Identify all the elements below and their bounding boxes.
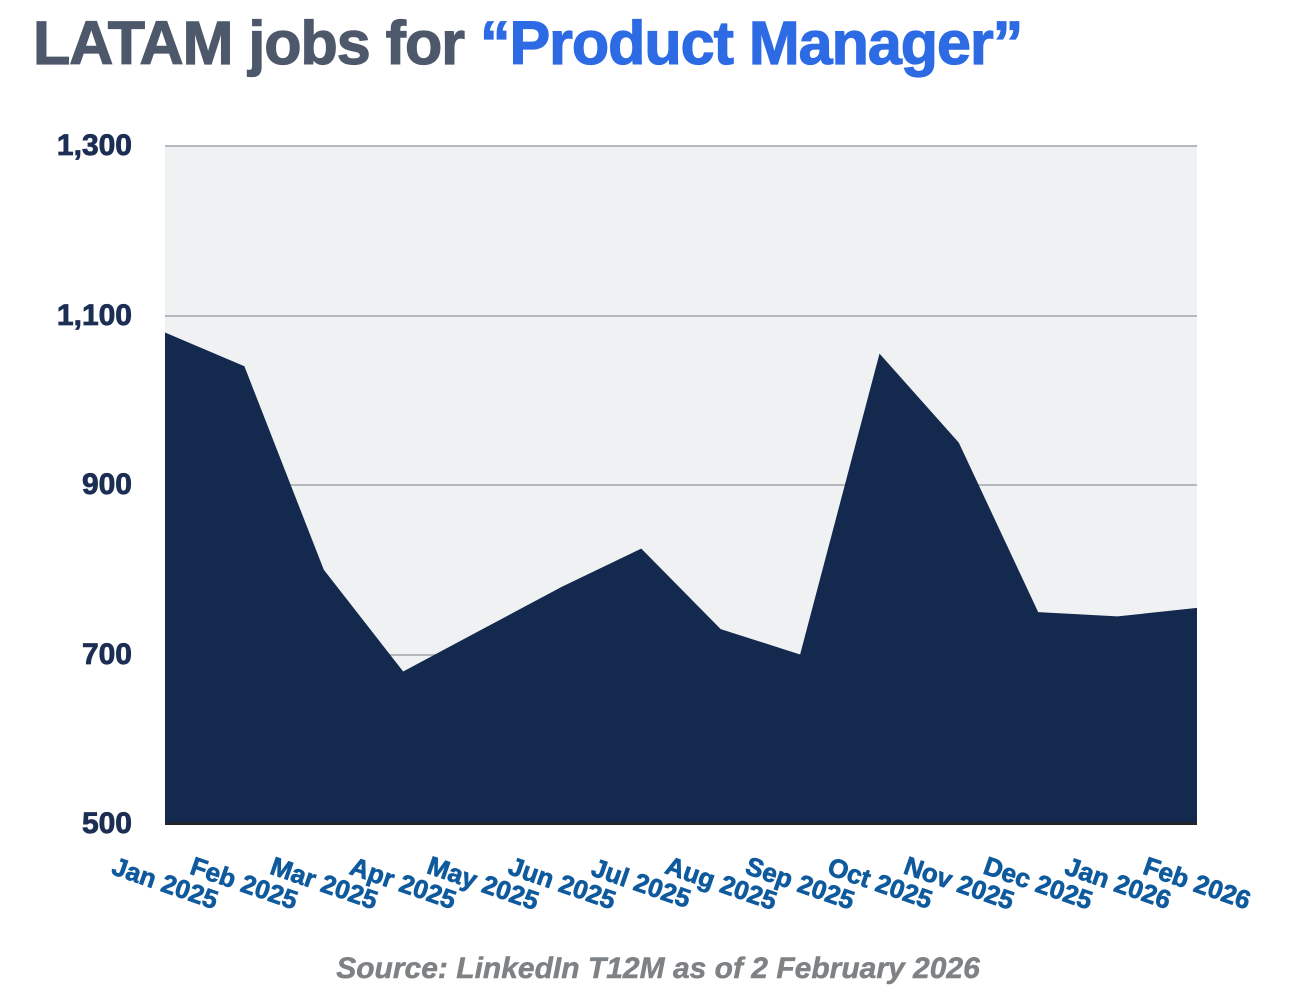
y-tick-label-1300: 1,300 [56, 129, 133, 162]
source-caption: Source: LinkedIn T12M as of 2 February 2… [336, 952, 980, 986]
plot-area [165, 145, 1197, 825]
y-tick-label-900: 900 [81, 468, 133, 501]
gridline-1300 [165, 145, 1197, 147]
x-axis-line [165, 822, 1197, 825]
area-series [165, 332, 1197, 824]
y-tick-label-1100: 1,100 [56, 298, 133, 332]
chart-title-prefix: LATAM jobs for [32, 8, 480, 77]
y-tick-label-500: 500 [81, 807, 133, 840]
chart-title-highlight: “Product Manager” [479, 8, 1023, 77]
area-polygon [165, 332, 1197, 824]
y-tick-label-700: 700 [81, 637, 133, 671]
chart-title: LATAM jobs for “Product Manager” [32, 8, 1023, 78]
gridline-900 [165, 484, 1197, 486]
gridline-1100 [165, 314, 1197, 317]
